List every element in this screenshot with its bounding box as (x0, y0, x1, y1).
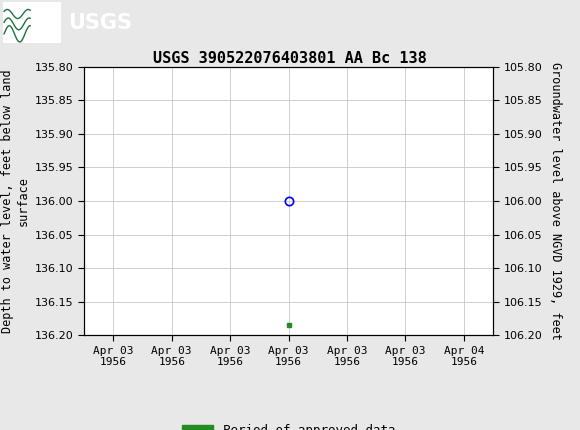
Y-axis label: Depth to water level, feet below land
surface: Depth to water level, feet below land su… (1, 69, 30, 333)
Y-axis label: Groundwater level above NGVD 1929, feet: Groundwater level above NGVD 1929, feet (549, 62, 562, 340)
Bar (3, 2, 61, 43)
Legend: Period of approved data: Period of approved data (177, 419, 400, 430)
Text: USGS: USGS (68, 12, 132, 33)
Text: USGS 390522076403801 AA Bc 138: USGS 390522076403801 AA Bc 138 (153, 51, 427, 65)
